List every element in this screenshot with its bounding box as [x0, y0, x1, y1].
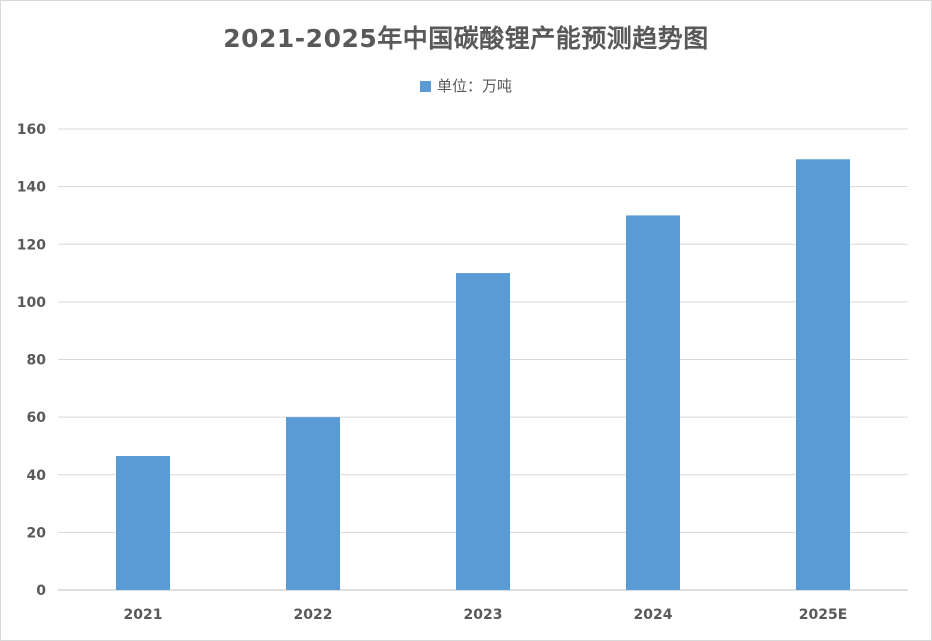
bar-2022 — [286, 417, 340, 590]
x-tick-label: 2025E — [799, 607, 848, 623]
y-tick-label: 0 — [36, 583, 46, 599]
y-tick-label: 120 — [17, 237, 46, 253]
legend-swatch — [419, 81, 431, 92]
x-tick-label: 2023 — [464, 607, 503, 623]
y-tick-label: 160 — [17, 122, 46, 138]
y-tick-label: 40 — [27, 468, 47, 484]
y-tick-label: 60 — [27, 410, 47, 426]
y-tick-label: 20 — [27, 525, 47, 541]
x-tick-label: 2021 — [124, 607, 163, 623]
bar-2023 — [456, 273, 510, 590]
x-tick-label: 2024 — [634, 607, 673, 623]
legend: 单位：万吨 — [1, 75, 931, 96]
y-tick-label: 80 — [27, 353, 47, 369]
bar-2025e — [796, 159, 850, 591]
y-tick-label: 140 — [17, 180, 46, 196]
chart-title: 2021-2025年中国碳酸锂产能预测趋势图 — [223, 24, 709, 53]
bar-2021 — [116, 456, 170, 590]
x-tick-label: 2022 — [294, 607, 333, 623]
bar-2024 — [626, 215, 680, 590]
legend-label: 单位：万吨 — [436, 77, 512, 95]
y-tick-label: 100 — [17, 295, 46, 311]
